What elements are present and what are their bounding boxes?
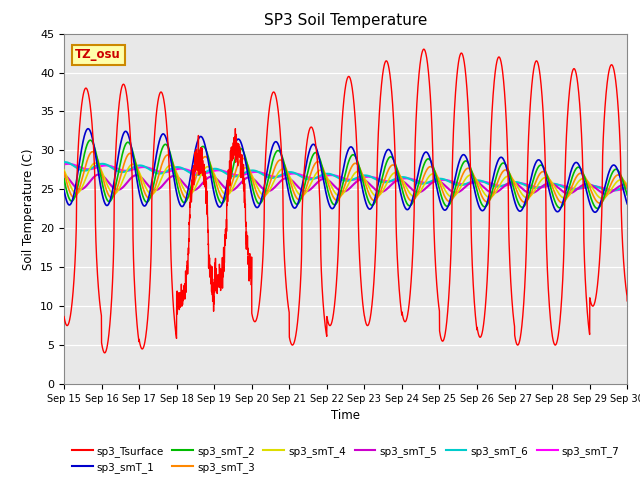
Y-axis label: Soil Temperature (C): Soil Temperature (C) bbox=[22, 148, 35, 270]
Text: TZ_osu: TZ_osu bbox=[76, 48, 121, 61]
Legend: sp3_Tsurface, sp3_smT_1, sp3_smT_2, sp3_smT_3, sp3_smT_4, sp3_smT_5, sp3_smT_6, : sp3_Tsurface, sp3_smT_1, sp3_smT_2, sp3_… bbox=[68, 442, 623, 477]
X-axis label: Time: Time bbox=[331, 409, 360, 422]
Title: SP3 Soil Temperature: SP3 Soil Temperature bbox=[264, 13, 428, 28]
